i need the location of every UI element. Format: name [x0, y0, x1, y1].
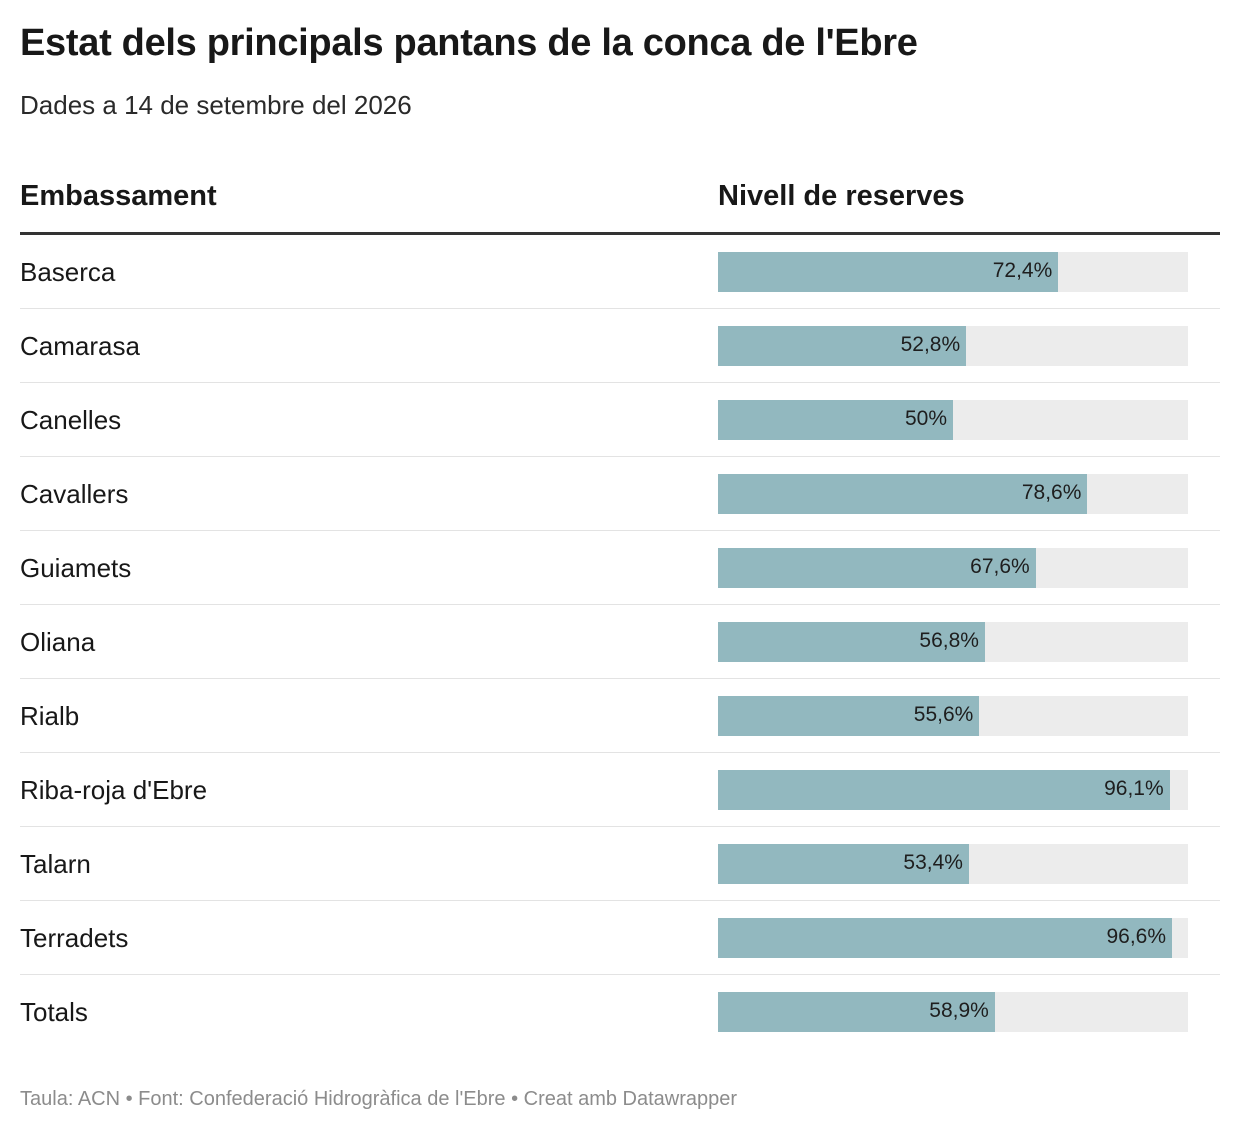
bar-track: 96,1% [718, 770, 1188, 810]
bar-track: 67,6% [718, 548, 1188, 588]
reservoir-name: Terradets [20, 923, 129, 953]
bar-value-label: 56,8% [919, 629, 979, 652]
column-header-embassament: Embassament [20, 180, 217, 212]
bar-track: 58,9% [718, 992, 1188, 1032]
reservoir-name: Canelles [20, 405, 122, 435]
bar-fill: 52,8% [718, 326, 967, 366]
bar-fill: 53,4% [718, 844, 969, 884]
table-row: Baserca 72,4% [20, 235, 1220, 309]
reservoir-name: Guiamets [20, 553, 132, 583]
reservoir-name: Rialb [20, 701, 80, 731]
bar-fill: 50% [718, 400, 953, 440]
table-row: Rialb 55,6% [20, 679, 1220, 753]
chart-footer: Taula: ACN • Font: Confederació Hidrogrà… [20, 1088, 738, 1110]
table-row: Totals 58,9% [20, 975, 1220, 1048]
bar-track: 96,6% [718, 918, 1188, 958]
reservoir-name: Camarasa [20, 331, 140, 361]
reservoir-name: Riba-roja d'Ebre [20, 775, 208, 805]
chart-title: Estat dels principals pantans de la conc… [20, 22, 918, 64]
bar-track: 52,8% [718, 326, 1188, 366]
bar-track: 55,6% [718, 696, 1188, 736]
bar-fill: 56,8% [718, 622, 985, 662]
bar-track: 53,4% [718, 844, 1188, 884]
table-body: Baserca 72,4% Camarasa 52,8% Canelles 50% Cava… [20, 235, 1220, 1048]
column-header-nivell: Nivell de reserves [718, 180, 965, 212]
bar-value-label: 78,6% [1021, 481, 1082, 504]
bar-fill: 58,9% [718, 992, 995, 1032]
table-row: Talarn 53,4% [20, 827, 1220, 901]
reservoir-name: Talarn [20, 849, 91, 879]
bar-fill: 78,6% [718, 474, 1088, 514]
table-header: Embassament Nivell de reserves [20, 176, 1220, 235]
bar-fill: 55,6% [718, 696, 980, 736]
reservoir-name: Totals [20, 997, 88, 1027]
bar-value-label: 96,1% [1104, 777, 1164, 800]
table-row: Camarasa 52,8% [20, 309, 1220, 383]
bar-value-label: 96,6% [1106, 925, 1167, 948]
bar-track: 56,8% [718, 622, 1188, 662]
bar-fill: 96,6% [718, 918, 1173, 958]
reservoir-name: Cavallers [20, 479, 129, 509]
table-row: Oliana 56,8% [20, 605, 1220, 679]
bar-fill: 96,1% [718, 770, 1170, 810]
bar-value-label: 53,4% [903, 851, 963, 874]
reservoir-name: Oliana [20, 627, 96, 657]
chart-subtitle: Dades a 14 de setembre del 2026 [20, 90, 412, 120]
bar-value-label: 50% [904, 407, 947, 430]
bar-track: 78,6% [718, 474, 1188, 514]
bar-fill: 72,4% [718, 252, 1059, 292]
bar-track: 72,4% [718, 252, 1188, 292]
bar-value-label: 58,9% [929, 999, 989, 1022]
bar-value-label: 67,6% [970, 555, 1030, 578]
table-row: Cavallers 78,6% [20, 457, 1220, 531]
bar-fill: 67,6% [718, 548, 1036, 588]
bar-value-label: 52,8% [900, 333, 961, 356]
bar-track: 50% [718, 400, 1188, 440]
table-row: Guiamets 67,6% [20, 531, 1220, 605]
bar-value-label: 55,6% [913, 703, 974, 726]
reservoir-name: Baserca [20, 257, 116, 287]
table-row: Canelles 50% [20, 383, 1220, 457]
bar-value-label: 72,4% [992, 259, 1053, 282]
table-row: Terradets 96,6% [20, 901, 1220, 975]
table-row: Riba-roja d'Ebre 96,1% [20, 753, 1220, 827]
